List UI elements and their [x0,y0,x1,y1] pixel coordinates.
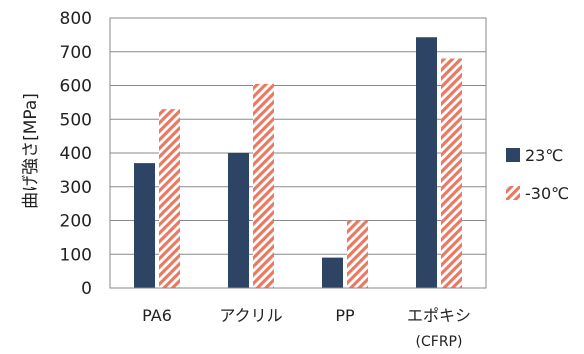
x-tick-label: アクリル [219,306,282,325]
x-tick-sublabel: (CFRP) [416,334,463,350]
y-tick-label: 600 [60,77,92,97]
legend: 23℃ -30℃ [506,146,569,203]
legend-label: -30℃ [525,184,569,203]
legend-label: 23℃ [525,146,563,165]
bar-series-2 [347,220,368,288]
y-axis-title: 曲げ強さ[MPa] [21,93,41,209]
y-tick-label: 400 [60,144,92,164]
y-tick-label: 100 [60,245,92,265]
bar-series-1 [228,153,249,288]
y-tick-label: 700 [60,43,92,63]
bar-series-1 [322,257,343,288]
bar-series-1 [134,163,155,288]
bar-series-2 [441,58,462,288]
bars [134,37,462,288]
y-tick-label: 500 [60,110,92,130]
y-tick-label: 0 [81,279,92,299]
legend-swatch [506,186,520,200]
bar-series-2 [253,83,274,288]
bar-series-2 [159,109,180,288]
y-tick-label: 200 [60,212,92,232]
axes: 0 100 200 300 400 500 600 700 800 PA6 アクリル PP エポキシ (C… [60,9,487,350]
plot-frame [109,17,487,289]
x-tick-label: PP [335,306,355,325]
x-tick-label: PA6 [142,306,172,325]
bar-series-1 [416,37,437,288]
x-tick-label: エポキシ [407,306,471,325]
y-tick-label: 300 [60,178,92,198]
legend-swatch [506,148,520,162]
y-tick-label: 800 [60,9,92,29]
